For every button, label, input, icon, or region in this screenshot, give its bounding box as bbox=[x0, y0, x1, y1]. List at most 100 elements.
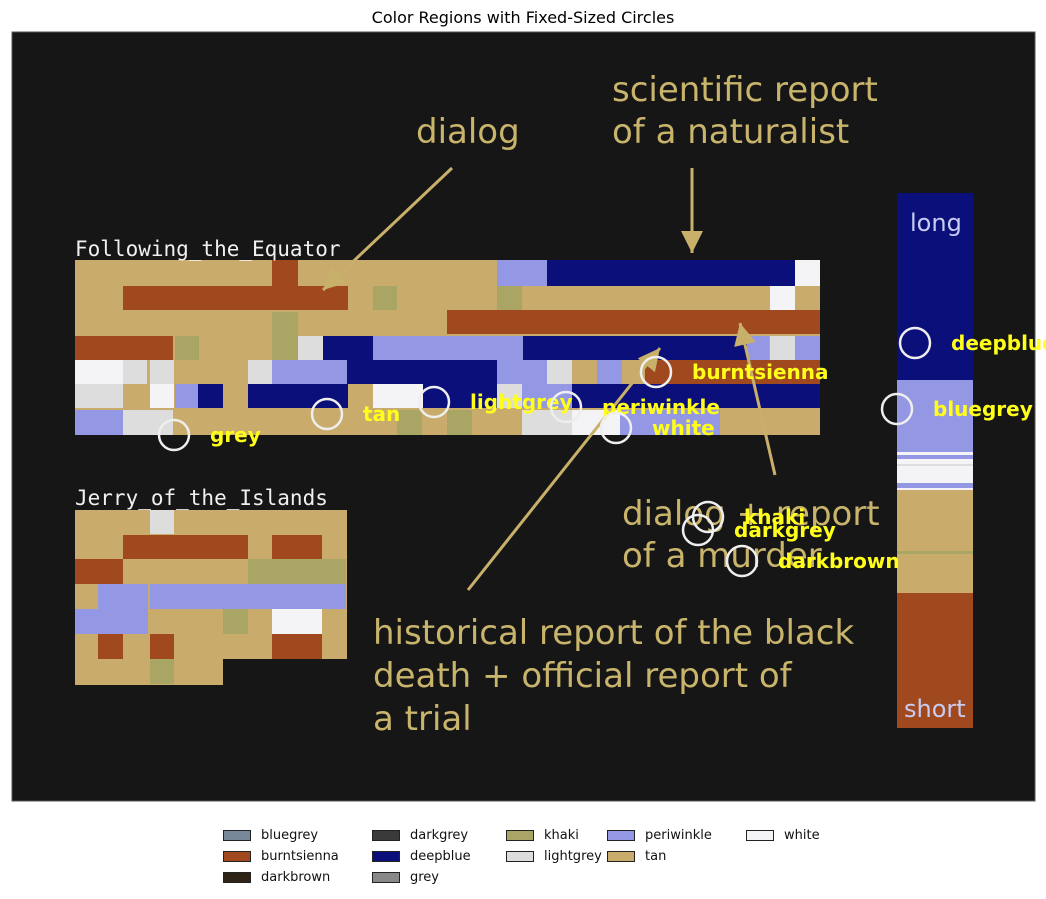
legend-item-darkbrown: darkbrown bbox=[223, 868, 330, 886]
color-block bbox=[547, 360, 572, 384]
legend-item-lightgrey: lightgrey bbox=[506, 847, 602, 865]
bar-stripe bbox=[897, 551, 973, 554]
color-block bbox=[497, 286, 522, 310]
color-block bbox=[75, 336, 173, 360]
color-block bbox=[497, 360, 547, 384]
color-block bbox=[423, 336, 523, 360]
circle-white bbox=[599, 411, 633, 445]
legend-item-darkgrey: darkgrey bbox=[372, 826, 468, 844]
scientific-annot: scientific report bbox=[612, 70, 878, 110]
legend-item-deepblue: deepblue bbox=[372, 847, 471, 865]
legend-item-white: white bbox=[746, 826, 820, 844]
circle-label-burntsienna: burntsienna bbox=[692, 360, 829, 384]
color-block bbox=[770, 286, 795, 310]
circle-label-deepblue: deepblue bbox=[951, 331, 1046, 355]
legend-item-khaki: khaki bbox=[506, 826, 579, 844]
color-block bbox=[897, 490, 973, 593]
color-block bbox=[150, 659, 174, 684]
circle-label-tan: tan bbox=[363, 402, 400, 426]
color-block bbox=[75, 384, 123, 408]
color-block bbox=[347, 360, 497, 384]
legend-label: grey bbox=[410, 869, 440, 885]
arrow-head bbox=[734, 323, 756, 347]
short-label: short bbox=[904, 695, 966, 723]
circle-darkbrown bbox=[725, 544, 759, 578]
murder-annot: of a murder bbox=[622, 536, 822, 576]
color-block bbox=[597, 360, 622, 384]
bar-stripe bbox=[897, 455, 973, 459]
color-block bbox=[397, 410, 422, 435]
circle-burntsienna bbox=[639, 355, 673, 389]
legend-item-tan: tan bbox=[607, 847, 666, 865]
circle-label-khaki: khaki bbox=[744, 505, 805, 529]
legend-swatch bbox=[607, 829, 635, 841]
circle-label-darkbrown: darkbrown bbox=[778, 549, 900, 573]
legend-label: deepblue bbox=[410, 848, 471, 864]
color-block bbox=[150, 384, 174, 408]
color-block bbox=[150, 360, 174, 384]
long-label: long bbox=[910, 209, 962, 237]
circle-bluegrey bbox=[880, 392, 914, 426]
color-block bbox=[497, 260, 547, 286]
color-block bbox=[75, 609, 123, 634]
legend-label: tan bbox=[645, 848, 667, 864]
color-block bbox=[795, 336, 820, 360]
color-block bbox=[645, 360, 820, 384]
color-block bbox=[272, 535, 322, 559]
circle-lightgrey bbox=[417, 385, 451, 419]
legend-label: white bbox=[784, 827, 820, 843]
color-block bbox=[897, 593, 973, 728]
jerry-label: Jerry_of_the_Islands bbox=[75, 486, 328, 510]
color-block bbox=[175, 336, 199, 360]
color-block bbox=[272, 360, 347, 384]
color-block bbox=[123, 535, 248, 559]
legend-label: khaki bbox=[544, 827, 579, 843]
color-block bbox=[150, 510, 174, 534]
color-block bbox=[272, 312, 298, 362]
color-block bbox=[223, 659, 348, 685]
murder-annot: dialog + report bbox=[622, 494, 880, 534]
color-block bbox=[75, 360, 123, 384]
color-block bbox=[770, 336, 795, 360]
annotation-arrow bbox=[466, 347, 662, 591]
color-block bbox=[795, 260, 820, 286]
circle-grey bbox=[157, 418, 191, 452]
history-annot: historical report of the black bbox=[373, 613, 854, 653]
legend: bluegrey burntsienna darkbrown darkgrey deep… bbox=[223, 826, 863, 888]
legend-swatch bbox=[506, 850, 534, 862]
color-block bbox=[572, 360, 597, 384]
legend-swatch bbox=[607, 850, 635, 862]
color-block bbox=[223, 609, 248, 634]
circle-tan bbox=[310, 397, 344, 431]
bar-stripe bbox=[897, 464, 973, 466]
legend-item-bluegrey: bluegrey bbox=[223, 826, 318, 844]
scientific-annot: of a naturalist bbox=[612, 112, 849, 152]
color-block bbox=[373, 384, 423, 408]
legend-label: darkgrey bbox=[410, 827, 469, 843]
circle-deepblue bbox=[898, 326, 932, 360]
color-block bbox=[123, 360, 147, 384]
color-block bbox=[75, 559, 123, 584]
color-block bbox=[248, 360, 273, 384]
legend-swatch bbox=[372, 850, 400, 862]
color-block bbox=[150, 584, 346, 609]
color-block bbox=[272, 609, 322, 634]
color-block bbox=[522, 384, 572, 408]
legend-label: bluegrey bbox=[261, 827, 319, 843]
circle-label-lightgrey: lightgrey bbox=[470, 390, 573, 414]
arrow-head bbox=[323, 266, 347, 290]
equator-label: Following_the_Equator bbox=[75, 237, 341, 261]
circle-label-grey: grey bbox=[210, 423, 261, 447]
circle-darkgrey bbox=[681, 513, 715, 547]
color-block bbox=[75, 410, 123, 435]
legend-item-periwinkle: periwinkle bbox=[607, 826, 712, 844]
color-block bbox=[123, 286, 348, 310]
circle-label-white: white bbox=[652, 416, 715, 440]
legend-label: darkbrown bbox=[261, 869, 331, 885]
color-block bbox=[523, 336, 547, 360]
legend-label: periwinkle bbox=[645, 827, 712, 843]
color-block bbox=[373, 286, 397, 310]
color-block bbox=[248, 384, 348, 408]
legend-swatch bbox=[223, 871, 251, 883]
history-annot: a trial bbox=[373, 699, 472, 739]
